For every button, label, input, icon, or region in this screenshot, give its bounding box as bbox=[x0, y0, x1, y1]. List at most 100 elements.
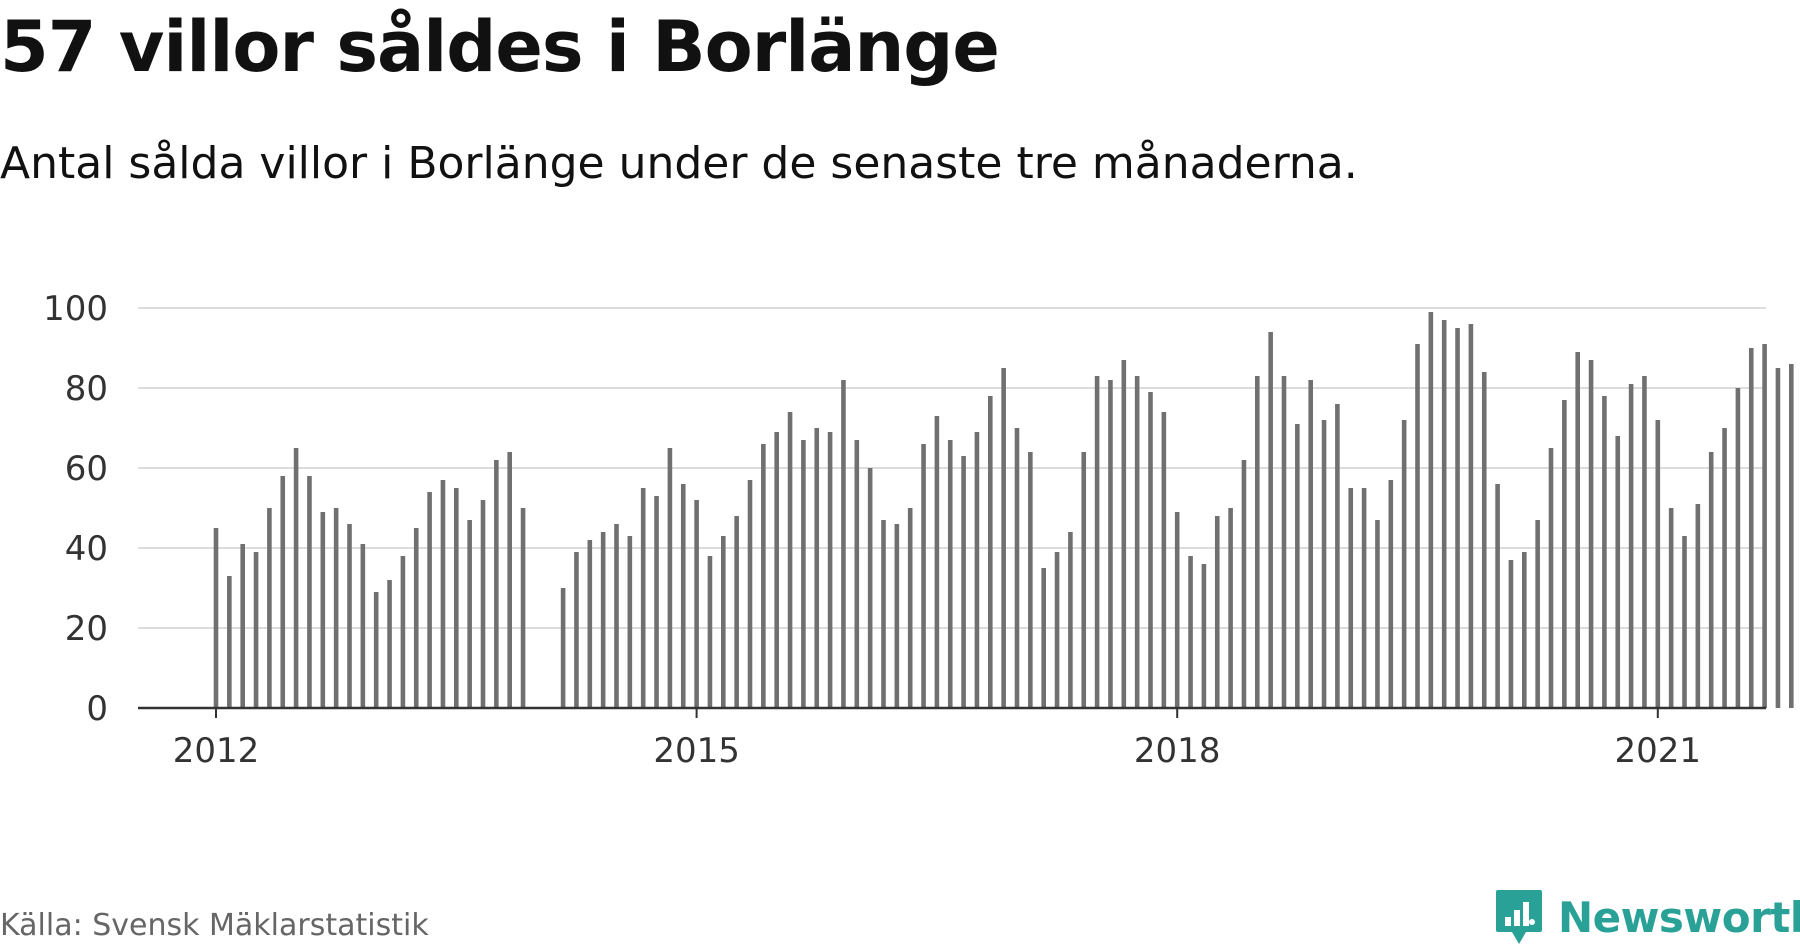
bar bbox=[707, 556, 713, 708]
bar bbox=[734, 516, 739, 708]
bar bbox=[400, 556, 406, 708]
bar bbox=[774, 432, 779, 708]
bar bbox=[1361, 488, 1367, 708]
bar bbox=[1548, 448, 1554, 708]
bar bbox=[1668, 508, 1674, 708]
bar bbox=[333, 508, 339, 708]
bar bbox=[1481, 372, 1487, 708]
y-tick-label-40: 40 bbox=[65, 529, 108, 569]
bar bbox=[1174, 512, 1180, 708]
labels: 0204060801005720122015201820212023 bbox=[43, 289, 1702, 771]
bar bbox=[1441, 320, 1447, 708]
bar bbox=[587, 540, 593, 708]
bar bbox=[694, 500, 699, 708]
bar bbox=[307, 476, 312, 708]
bar bbox=[1628, 384, 1634, 708]
y-tick-label-20: 20 bbox=[65, 609, 108, 649]
bar bbox=[1762, 344, 1767, 708]
bar bbox=[1388, 480, 1394, 708]
bar bbox=[867, 468, 873, 708]
brand-logo: Newsworthy bbox=[1494, 888, 1800, 946]
bar bbox=[1108, 380, 1113, 708]
chart-title: 57 villor såldes i Borlänge bbox=[0, 6, 1000, 88]
bar bbox=[721, 536, 726, 708]
bar bbox=[640, 488, 646, 708]
bar bbox=[1188, 556, 1193, 708]
bar bbox=[974, 432, 980, 708]
bar bbox=[1255, 376, 1260, 708]
x-tick-label-2021: 2021 bbox=[1615, 731, 1702, 771]
brand-name: Newsworthy bbox=[1558, 892, 1800, 942]
bar bbox=[1094, 376, 1100, 708]
bar bbox=[347, 524, 352, 708]
bar bbox=[1041, 568, 1046, 708]
y-tick-label-80: 80 bbox=[65, 369, 108, 409]
bar bbox=[1308, 380, 1313, 708]
bar bbox=[1054, 552, 1060, 708]
bar bbox=[240, 544, 245, 708]
bar bbox=[1001, 368, 1006, 708]
source-note: Källa: Svensk Mäklarstatistik bbox=[0, 908, 429, 943]
bar bbox=[1789, 364, 1794, 708]
bar bbox=[947, 440, 953, 708]
bar bbox=[1588, 360, 1594, 708]
bar bbox=[841, 380, 846, 708]
bar bbox=[1775, 368, 1781, 708]
bar bbox=[1214, 516, 1220, 708]
bar bbox=[801, 440, 806, 708]
bar bbox=[1562, 400, 1567, 708]
bar bbox=[921, 444, 926, 708]
bar bbox=[1428, 312, 1434, 708]
bar bbox=[1121, 360, 1127, 708]
bar bbox=[1415, 344, 1420, 708]
bar bbox=[1268, 332, 1273, 708]
bar bbox=[1708, 452, 1714, 708]
bar bbox=[1575, 352, 1580, 708]
x-tick-label-2015: 2015 bbox=[653, 731, 740, 771]
bar bbox=[1522, 552, 1527, 708]
bar bbox=[654, 496, 659, 708]
bar bbox=[1068, 532, 1073, 708]
bar bbox=[253, 552, 259, 708]
bar bbox=[1748, 348, 1754, 708]
bar bbox=[1281, 376, 1287, 708]
bar bbox=[1695, 504, 1701, 708]
bar bbox=[507, 452, 512, 708]
bar bbox=[227, 576, 232, 708]
bar bbox=[814, 428, 820, 708]
x-tick-label-2018: 2018 bbox=[1134, 731, 1221, 771]
bar bbox=[1682, 536, 1687, 708]
bar bbox=[627, 536, 633, 708]
bar bbox=[1455, 328, 1460, 708]
bar bbox=[560, 588, 566, 708]
bar bbox=[467, 520, 472, 708]
bar bbox=[360, 544, 366, 708]
bar bbox=[1655, 420, 1661, 708]
bar bbox=[1201, 564, 1207, 708]
bar bbox=[1495, 484, 1500, 708]
bar bbox=[1228, 508, 1233, 708]
bar bbox=[267, 508, 272, 708]
bar bbox=[320, 512, 326, 708]
bar bbox=[1081, 452, 1087, 708]
bar bbox=[293, 448, 299, 708]
bar bbox=[667, 448, 673, 708]
bar bbox=[1468, 324, 1474, 708]
chart-subtitle: Antal sålda villor i Borlänge under de s… bbox=[0, 138, 1358, 189]
bar bbox=[1014, 428, 1020, 708]
bar bbox=[787, 412, 793, 708]
bar bbox=[1735, 388, 1741, 708]
bar bbox=[1335, 404, 1340, 708]
bar bbox=[574, 552, 579, 708]
bar bbox=[761, 444, 766, 708]
bar bbox=[427, 492, 432, 708]
bar bbox=[413, 528, 419, 708]
bar bbox=[907, 508, 913, 708]
bar bbox=[387, 580, 392, 708]
bar bbox=[1508, 560, 1514, 708]
bar bbox=[454, 488, 459, 708]
bars bbox=[213, 312, 1794, 708]
bar bbox=[680, 484, 686, 708]
bar bbox=[1642, 376, 1647, 708]
bar bbox=[1148, 392, 1153, 708]
